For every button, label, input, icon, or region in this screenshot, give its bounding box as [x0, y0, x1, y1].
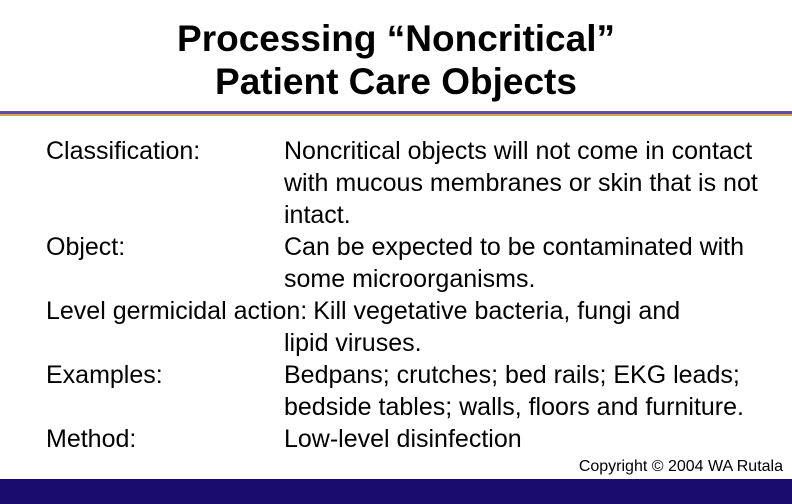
definition-value: Low-level disinfection — [284, 423, 766, 455]
definition-label: Method: — [46, 423, 284, 455]
definition-row: Classification: Noncritical objects will… — [46, 135, 766, 231]
definition-row: Level germicidal action: Kill vegetative… — [46, 295, 766, 327]
definition-row-continuation: lipid viruses. — [46, 327, 766, 359]
definition-label-empty — [46, 327, 284, 359]
definition-row: Object: Can be expected to be contaminat… — [46, 231, 766, 295]
title-line-1: Processing “Noncritical” — [0, 18, 792, 61]
definition-label: Level germicidal action: — [46, 295, 313, 327]
definition-value: Bedpans; crutches; bed rails; EKG leads;… — [284, 359, 766, 423]
slide-body: Classification: Noncritical objects will… — [0, 117, 792, 479]
definition-value: Noncritical objects will not come in con… — [284, 135, 766, 231]
definition-value: Can be expected to be contaminated with … — [284, 231, 766, 295]
title-divider — [0, 111, 792, 117]
definition-label: Object: — [46, 231, 284, 295]
copyright-text: Copyright © 2004 WA Rutala — [578, 458, 784, 476]
slide: Processing “Noncritical” Patient Care Ob… — [0, 0, 792, 504]
slide-title: Processing “Noncritical” Patient Care Ob… — [0, 0, 792, 111]
divider-line-bottom — [0, 114, 792, 116]
title-line-2: Patient Care Objects — [0, 61, 792, 104]
definition-row: Examples: Bedpans; crutches; bed rails; … — [46, 359, 766, 423]
definition-label: Classification: — [46, 135, 284, 231]
definition-row: Method: Low-level disinfection — [46, 423, 766, 455]
definition-value: Kill vegetative bacteria, fungi and — [313, 295, 766, 327]
definition-label: Examples: — [46, 359, 284, 423]
definition-value: lipid viruses. — [284, 327, 766, 359]
